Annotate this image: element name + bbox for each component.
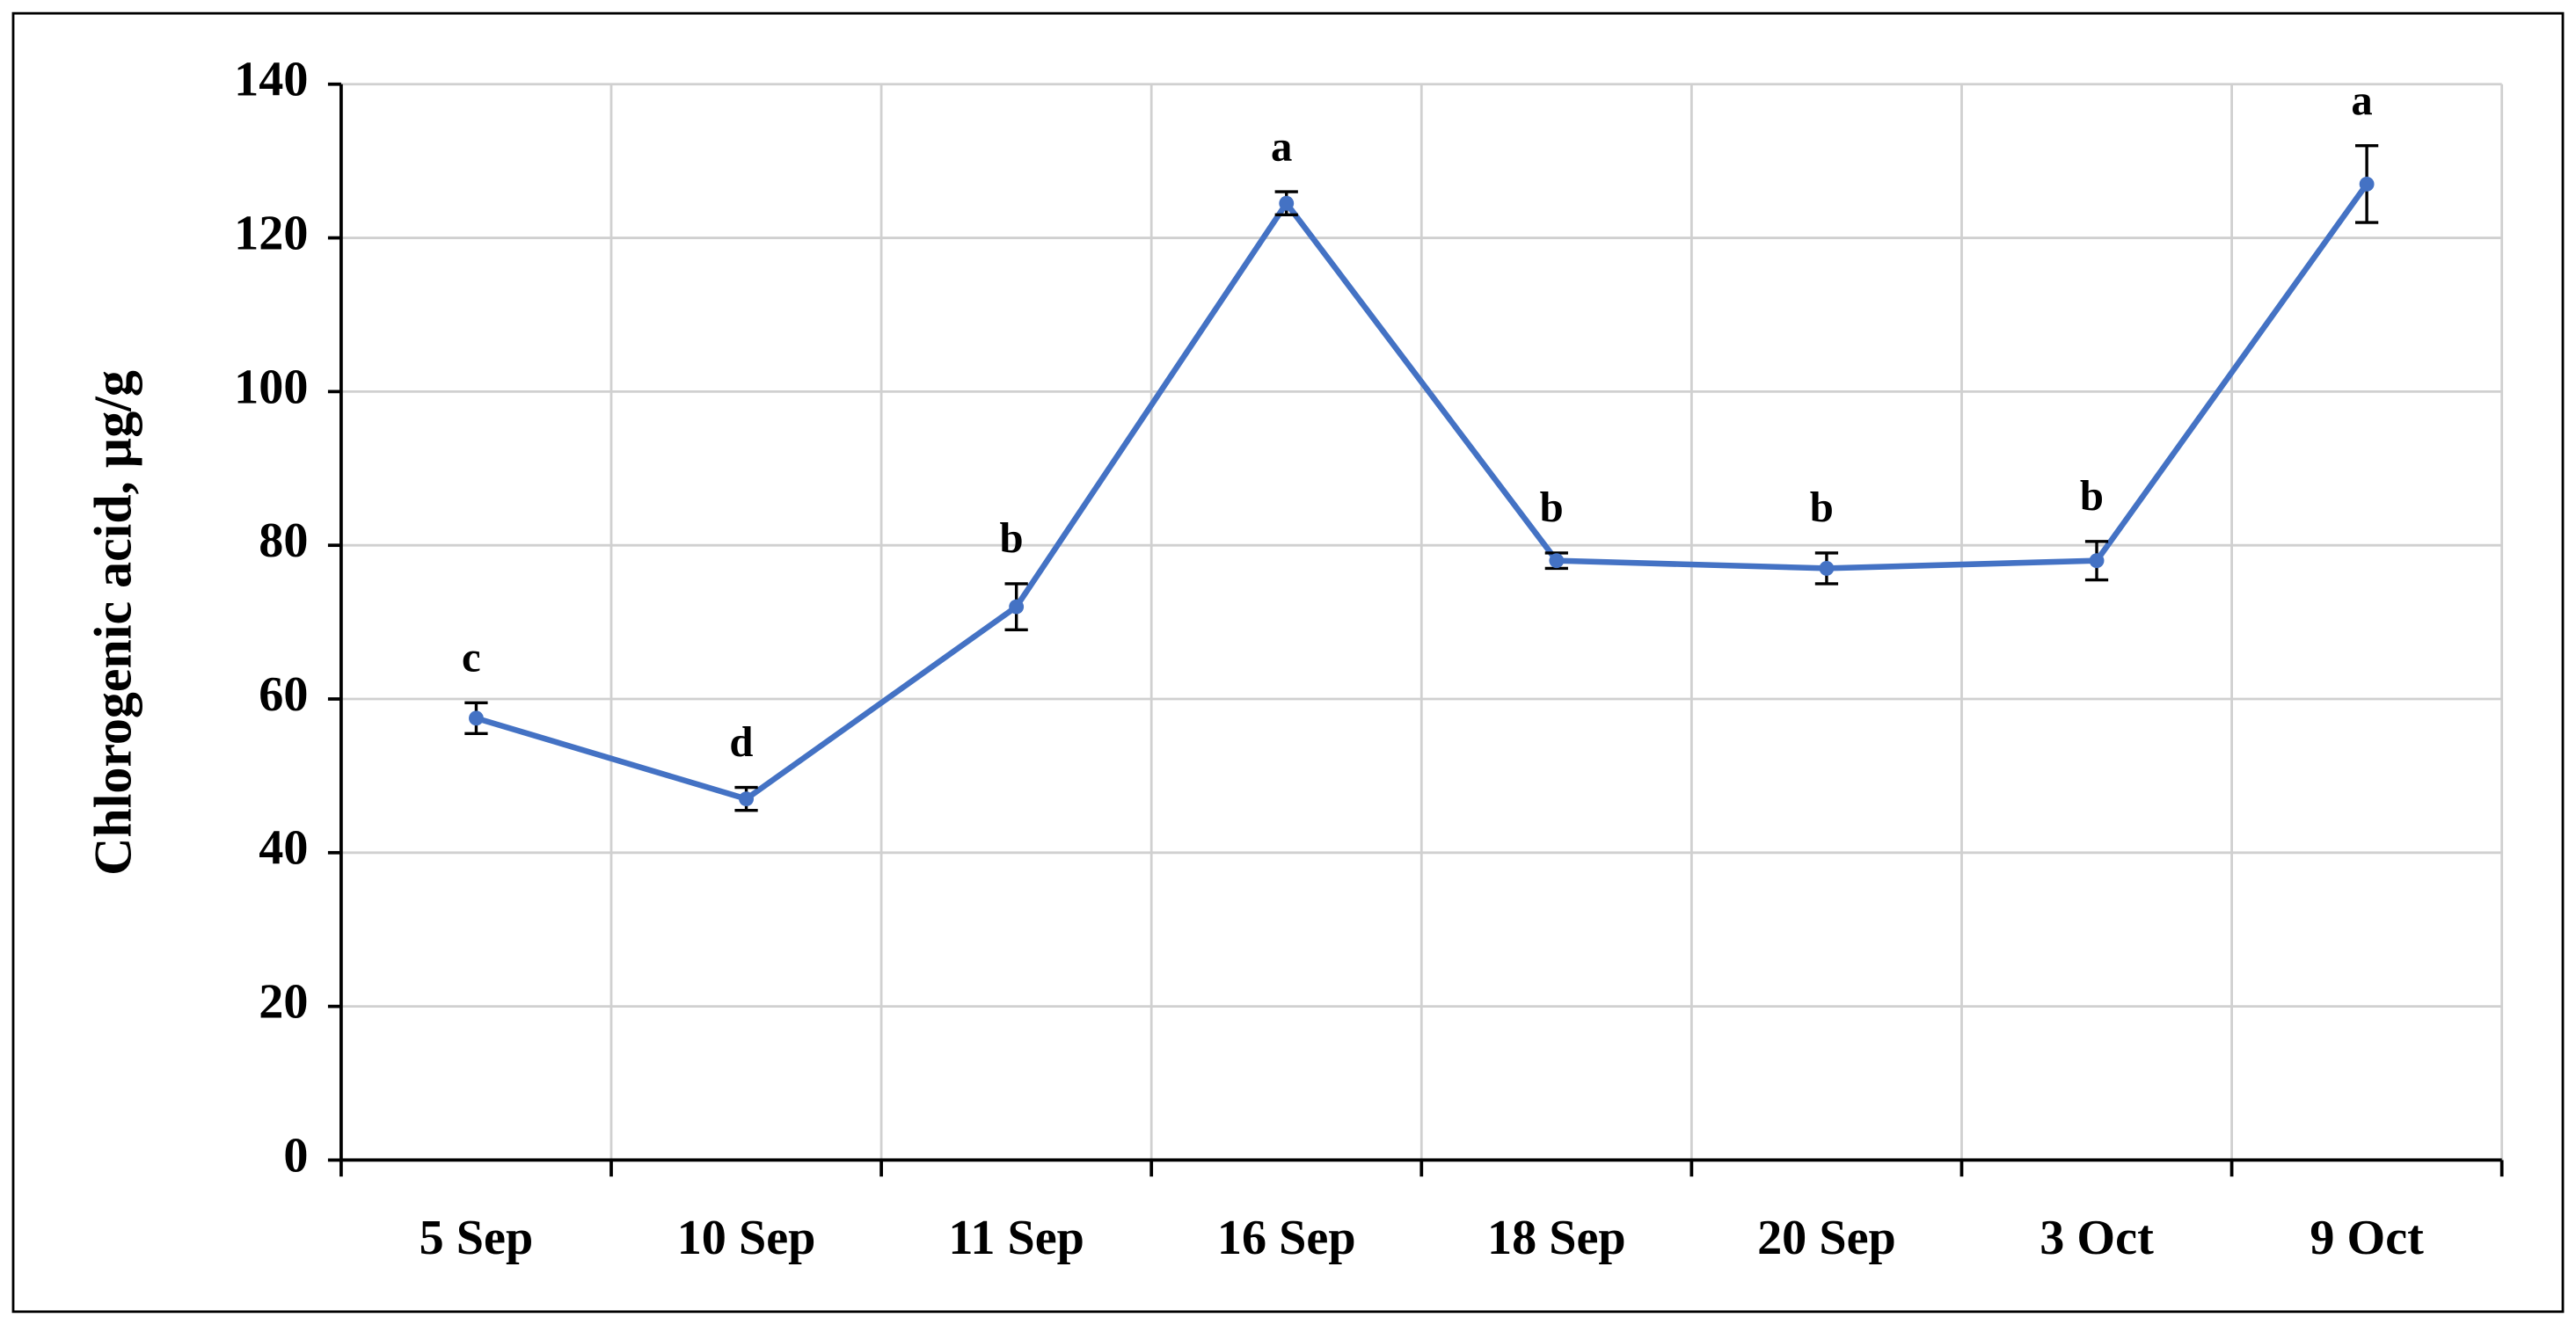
- y-tick-label: 80: [259, 513, 308, 568]
- x-tick-label: 10 Sep: [677, 1211, 816, 1265]
- significance-label: b: [1810, 484, 1834, 531]
- line: [475, 182, 2369, 803]
- y-axis-label: Chlorogenic acid, µg/g: [84, 370, 142, 876]
- significance-label: c: [462, 634, 481, 681]
- y-tick-label: 100: [234, 360, 308, 414]
- x-tick-label: 16 Sep: [1217, 1211, 1356, 1265]
- y-tick-label: 20: [259, 975, 308, 1030]
- significance-label: a: [2351, 76, 2372, 124]
- x-tick-label: 3 Oct: [2040, 1211, 2154, 1265]
- point: [2359, 176, 2375, 192]
- frame: [11, 11, 2565, 1314]
- point: [1009, 599, 1025, 615]
- point: [1279, 195, 1295, 211]
- significance-label: d: [729, 718, 753, 766]
- y-tick-label: 40: [259, 821, 308, 876]
- y-tick-label: 0: [283, 1128, 308, 1183]
- y-tick-label: 140: [234, 53, 308, 107]
- y-tick-label: 120: [234, 206, 308, 260]
- point: [469, 710, 484, 726]
- x-tick-label: 9 Oct: [2310, 1211, 2424, 1265]
- y-tick-label: 60: [259, 667, 308, 722]
- x-tick-label: 11 Sep: [948, 1211, 1084, 1265]
- x-tick-label: 18 Sep: [1487, 1211, 1626, 1265]
- point: [1819, 560, 1835, 576]
- x-tick-label: 20 Sep: [1757, 1211, 1896, 1265]
- significance-label: a: [1271, 122, 1292, 170]
- significance-label: b: [999, 514, 1023, 562]
- point: [739, 791, 754, 807]
- significance-label: b: [1540, 484, 1564, 531]
- significance-label: b: [2080, 472, 2104, 520]
- point: [1549, 553, 1565, 569]
- x-tick-label: 5 Sep: [420, 1211, 534, 1265]
- point: [2089, 553, 2105, 569]
